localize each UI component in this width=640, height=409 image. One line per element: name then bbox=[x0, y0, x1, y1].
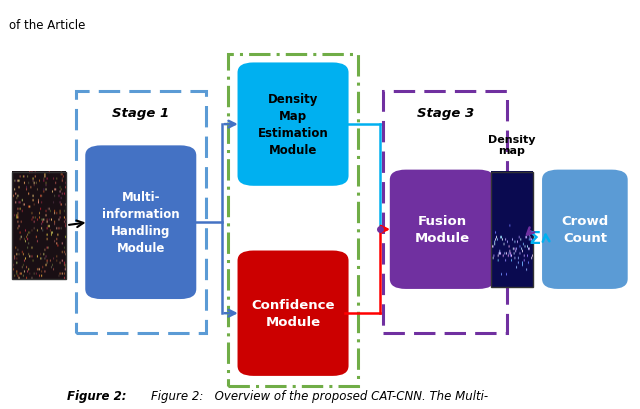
FancyBboxPatch shape bbox=[542, 170, 628, 289]
Text: of the Article: of the Article bbox=[9, 19, 86, 32]
FancyBboxPatch shape bbox=[237, 251, 349, 376]
Text: Stage 2: Stage 2 bbox=[264, 71, 322, 84]
Bar bbox=[228, 55, 358, 386]
Text: Σ: Σ bbox=[528, 230, 541, 248]
Text: Confidence
Module: Confidence Module bbox=[252, 299, 335, 328]
FancyBboxPatch shape bbox=[85, 146, 196, 299]
Bar bbox=[383, 92, 507, 334]
Bar bbox=[12, 172, 66, 279]
Text: Figure 2:: Figure 2: bbox=[67, 389, 127, 402]
Bar bbox=[492, 172, 532, 287]
Text: Crowd
Count: Crowd Count bbox=[561, 215, 609, 245]
Text: Stage 3: Stage 3 bbox=[417, 107, 474, 120]
FancyBboxPatch shape bbox=[390, 170, 495, 289]
Text: Density
map: Density map bbox=[488, 135, 536, 156]
Text: Figure 2:   Overview of the proposed CAT-CNN. The Multi-: Figure 2: Overview of the proposed CAT-C… bbox=[152, 389, 488, 402]
Text: Stage 1: Stage 1 bbox=[112, 107, 170, 120]
Text: Multi-
information
Handling
Module: Multi- information Handling Module bbox=[102, 191, 180, 254]
Bar bbox=[76, 92, 206, 334]
Text: Density
Map
Estimation
Module: Density Map Estimation Module bbox=[258, 93, 328, 157]
FancyBboxPatch shape bbox=[237, 63, 349, 187]
Text: Fusion
Module: Fusion Module bbox=[415, 215, 470, 245]
